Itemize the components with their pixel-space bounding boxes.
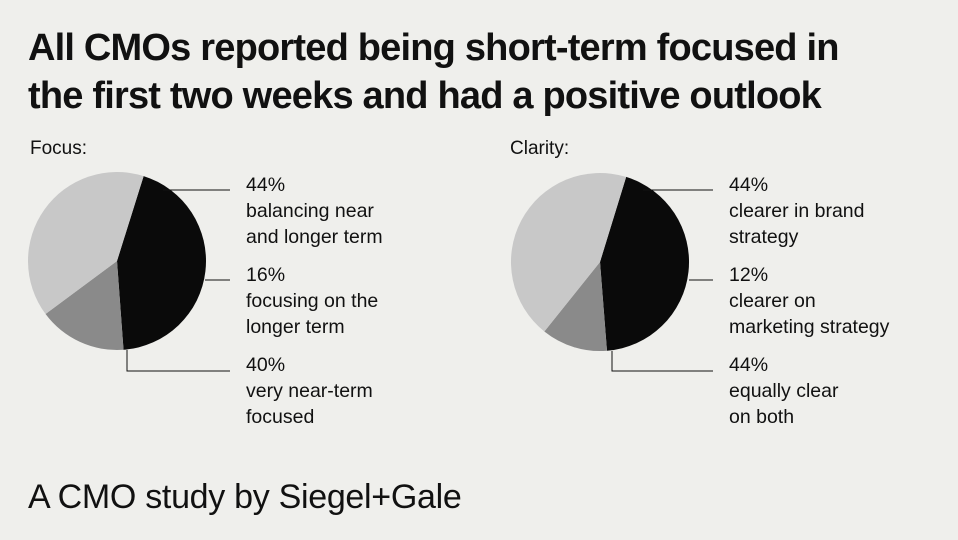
clarity-pie [510, 172, 690, 352]
title-line-1: All CMOs reported being short-term focus… [28, 27, 839, 69]
leader-lines [126, 189, 713, 372]
focus-slice-1-label-1: focusing on the [246, 290, 379, 312]
focus-slice-0-label-2: and longer term [246, 226, 383, 248]
focus-slice-1-annotation: 16% focusing on the longer term [246, 262, 378, 340]
clarity-slice-2-label-1: equally clear [729, 380, 839, 402]
focus-slice-1-pct: 16% [246, 264, 286, 286]
clarity-slice-2 [510, 172, 627, 332]
clarity-pie-title: Clarity: [510, 138, 570, 159]
clarity-leader-2 [611, 351, 713, 372]
chart-title: All CMOs reported being short-term focus… [28, 24, 938, 120]
focus-pie-title: Focus: [30, 138, 88, 159]
clarity-slice-1-label-2: marketing strategy [729, 316, 890, 338]
clarity-slice-0-label-2: strategy [729, 226, 799, 248]
focus-slice-1 [45, 261, 124, 350]
clarity-slice-1-pct: 12% [729, 264, 769, 286]
clarity-slice-0-label-1: clearer in brand [729, 200, 865, 222]
clarity-slice-0-pct: 44% [729, 174, 769, 196]
focus-slice-2-label-2: focused [246, 406, 315, 428]
focus-slice-1-label-2: longer term [246, 316, 345, 338]
clarity-slice-1-label-1: clearer on [729, 290, 816, 312]
clarity-slice-0 [600, 176, 690, 351]
focus-slice-0-annotation: 44% balancing near and longer term [246, 172, 383, 250]
focus-slice-0 [117, 176, 207, 350]
focus-leader-2 [126, 350, 230, 372]
clarity-slice-0-annotation: 44% clearer in brand strategy [729, 172, 865, 250]
clarity-slice-2-label-2: on both [729, 406, 795, 428]
focus-pie [28, 172, 207, 350]
clarity-slice-1 [544, 262, 607, 352]
focus-slice-2-pct: 40% [246, 354, 286, 376]
clarity-slice-1-annotation: 12% clearer on marketing strategy [729, 262, 889, 340]
focus-slice-0-pct: 44% [246, 174, 286, 196]
clarity-slice-2-pct: 44% [729, 354, 769, 376]
focus-slice-2-label-1: very near-term [246, 380, 373, 402]
focus-slice-0-label-1: balancing near [246, 200, 374, 222]
focus-slice-2-annotation: 40% very near-term focused [246, 352, 373, 430]
clarity-slice-2-annotation: 44% equally clear on both [729, 352, 838, 430]
focus-slice-2 [28, 172, 144, 315]
footer-credit: A CMO study by Siegel+Gale [28, 478, 462, 516]
title-line-2: the first two weeks and had a positive o… [28, 75, 822, 117]
